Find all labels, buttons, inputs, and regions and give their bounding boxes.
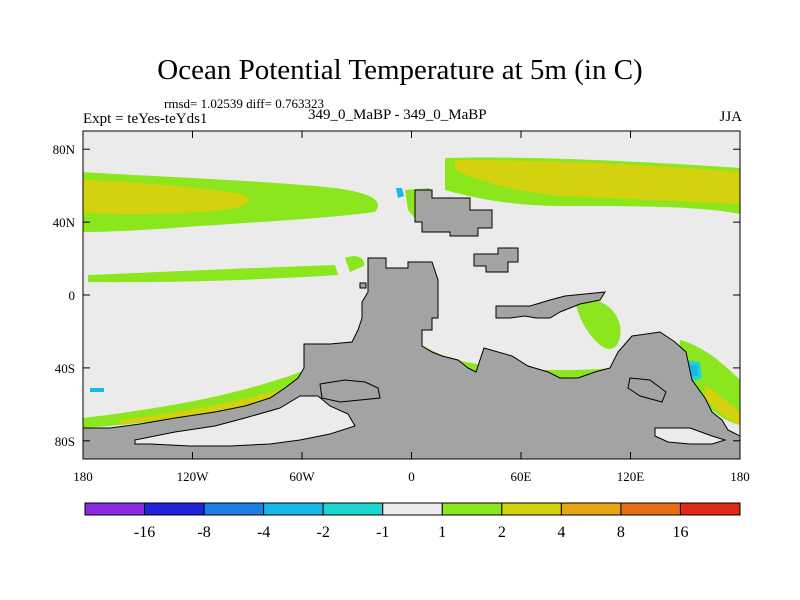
colorbar-swatch — [84, 502, 146, 516]
difference-fields — [83, 157, 740, 428]
land-mideast — [473, 247, 519, 273]
colorbar-label: -2 — [317, 524, 330, 541]
colorbar-swatch — [441, 502, 503, 516]
colorbar-label: 16 — [672, 524, 688, 541]
colorbar-swatch — [382, 502, 443, 516]
colorbar-swatch — [263, 502, 324, 516]
x-tick-label: 180 — [73, 469, 93, 484]
x-tick-label: 0 — [408, 469, 415, 484]
land-south-peninsula — [319, 379, 381, 403]
region-southern-band — [83, 372, 325, 428]
colorbar-swatch — [679, 502, 741, 516]
colorbar-label: -8 — [197, 524, 210, 541]
land-east-peninsula — [627, 377, 667, 403]
x-tick-label: 180 — [730, 469, 750, 484]
x-tick-label: 60E — [511, 469, 532, 484]
land-eurasia-north — [414, 189, 493, 237]
x-tick-label: 120E — [617, 469, 645, 484]
y-axis: 80N 40N 0 40S 80S — [53, 142, 740, 449]
period-label: 349_0_MaBP - 349_0_MaBP — [308, 107, 487, 123]
colorbar-label: 1 — [438, 524, 446, 541]
region-cool-patch-south — [90, 388, 104, 392]
land-south-asia — [495, 291, 606, 319]
chart-title: Ocean Potential Temperature at 5m (in C) — [157, 54, 643, 86]
y-tick-label: 40S — [55, 361, 75, 376]
ice-shelf-east — [654, 427, 727, 445]
y-tick-label: 80N — [53, 142, 76, 157]
y-tick-label: 80S — [55, 434, 75, 449]
region-cool-patch-north — [396, 188, 404, 198]
region-east-edge-core — [705, 385, 740, 425]
region-north-pacific-core — [83, 180, 249, 215]
colorbar: -16 -8 -4 -2 -1 1 2 4 8 16 — [84, 502, 741, 541]
ice-shelf-west — [134, 395, 356, 447]
colorbar-label: -4 — [257, 524, 270, 541]
stats-label: rmsd= 1.02539 diff= 0.763323 — [164, 96, 324, 111]
region-tropical-band — [88, 265, 338, 283]
colorbar-label: 4 — [557, 524, 565, 541]
ice-shelves — [134, 395, 727, 447]
experiment-label: Expt = teYes-teYds1 — [83, 111, 208, 127]
x-tick-label: 60W — [289, 469, 315, 484]
colorbar-swatch — [144, 502, 205, 516]
colorbar-label: -1 — [376, 524, 389, 541]
land-continents — [82, 257, 741, 460]
region-north-atlantic-core — [455, 160, 740, 204]
colorbar-swatch — [322, 502, 384, 516]
colorbar-swatch — [203, 502, 265, 516]
land-north-peninsula — [359, 282, 367, 289]
colorbar-label: 2 — [498, 524, 506, 541]
colorbar-label: 8 — [617, 524, 625, 541]
colorbar-swatch — [620, 502, 681, 516]
x-tick-label: 120W — [177, 469, 210, 484]
y-tick-label: 0 — [69, 288, 76, 303]
colorbar-swatch — [501, 502, 562, 516]
colorbar-label: -16 — [134, 524, 155, 541]
season-label: JJA — [719, 109, 742, 125]
region-tropical-patch — [345, 256, 365, 272]
region-east-indian-patch — [575, 298, 621, 349]
land-masses — [82, 189, 741, 460]
region-southern-core — [120, 390, 292, 424]
colorbar-swatch — [560, 502, 622, 516]
x-axis: 180 120W 60W 0 60E 120E 180 — [73, 131, 750, 484]
y-tick-label: 40N — [53, 215, 76, 230]
